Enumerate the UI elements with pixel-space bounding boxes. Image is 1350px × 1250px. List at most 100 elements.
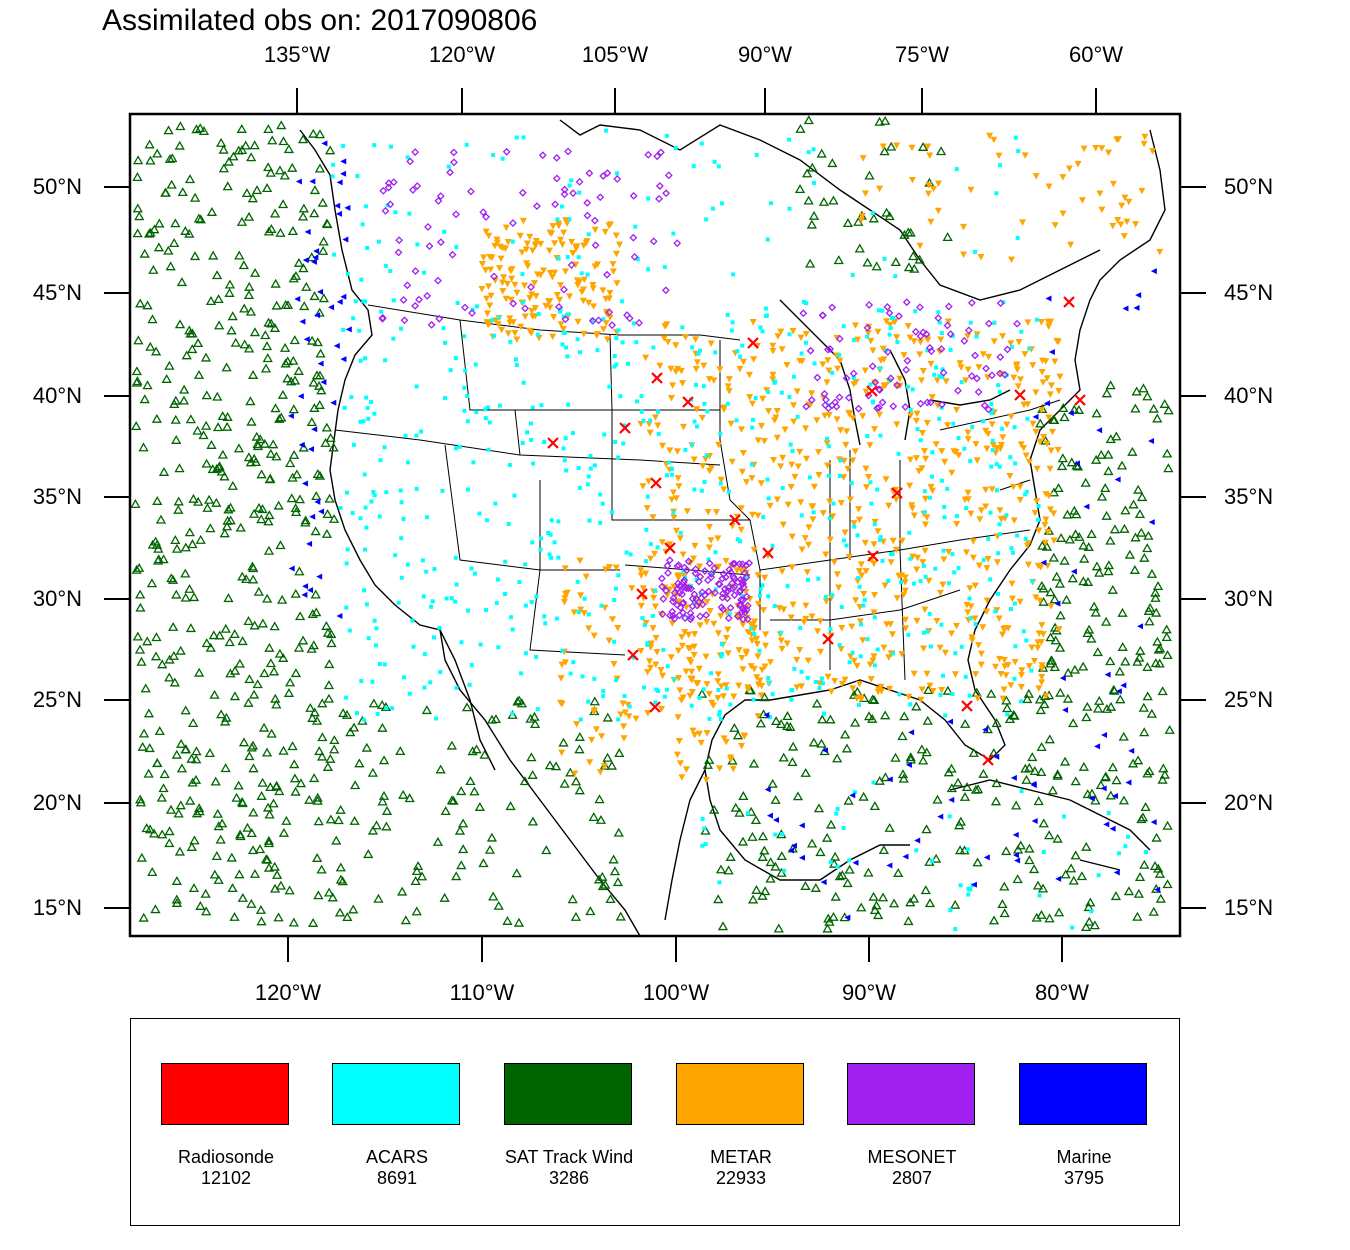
square-marker	[399, 536, 404, 541]
square-marker	[612, 639, 617, 644]
square-marker	[812, 361, 817, 366]
triangle-marker	[208, 250, 219, 260]
down-triangle-marker	[1038, 357, 1046, 365]
diamond-marker	[594, 316, 603, 325]
triangle-marker	[290, 503, 301, 513]
triangle-marker	[1024, 855, 1035, 865]
down-triangle-marker	[1054, 338, 1062, 346]
triangle-marker	[262, 353, 273, 363]
triangle-marker	[229, 665, 241, 675]
square-marker	[795, 414, 800, 419]
square-marker	[428, 604, 433, 609]
diamond-marker	[743, 601, 752, 610]
triangle-marker	[782, 721, 793, 730]
triangle-marker	[770, 716, 782, 726]
triangle-marker	[133, 335, 144, 345]
square-marker	[948, 347, 953, 352]
diamond-marker	[875, 403, 883, 412]
triangle-marker	[256, 790, 267, 800]
square-marker	[613, 439, 618, 444]
triangle-marker	[1091, 561, 1103, 571]
down-triangle-marker	[558, 749, 566, 757]
diamond-marker	[406, 157, 415, 166]
triangle-marker	[143, 708, 155, 718]
down-triangle-marker	[605, 564, 613, 571]
down-triangle-marker	[1014, 383, 1022, 390]
down-triangle-marker	[750, 546, 758, 554]
down-triangle-marker	[822, 598, 830, 605]
down-triangle-marker	[877, 357, 885, 365]
triangle-marker	[1055, 687, 1066, 697]
down-triangle-marker	[762, 642, 770, 650]
left-tick-label: 15°N	[32, 895, 82, 920]
triangle-marker	[1110, 891, 1122, 901]
down-triangle-marker	[577, 592, 585, 599]
diamond-marker	[730, 559, 739, 568]
square-marker	[369, 499, 374, 504]
square-marker	[862, 597, 867, 602]
square-marker	[554, 616, 559, 621]
triangle-marker	[484, 844, 496, 854]
down-triangle-marker	[881, 582, 889, 590]
triangle-marker	[208, 630, 219, 640]
triangle-marker	[201, 390, 212, 400]
triangle-marker	[265, 167, 276, 177]
down-triangle-marker	[712, 509, 720, 516]
triangle-marker	[377, 722, 388, 732]
triangle-marker	[318, 236, 329, 246]
square-marker	[816, 576, 821, 581]
down-triangle-marker	[739, 358, 747, 366]
down-triangle-marker	[1048, 428, 1056, 436]
down-triangle-marker	[866, 661, 874, 669]
down-triangle-marker	[874, 328, 882, 336]
square-marker	[799, 513, 804, 518]
square-marker	[703, 842, 708, 847]
down-triangle-marker	[685, 631, 693, 639]
square-marker	[664, 133, 669, 138]
left-triangle-marker	[330, 399, 337, 406]
square-marker	[805, 675, 810, 680]
diamond-marker	[939, 368, 948, 377]
left-triangle-marker	[340, 170, 347, 177]
down-triangle-marker	[1038, 406, 1046, 414]
triangle-marker	[908, 893, 920, 903]
left-triangle-marker	[302, 583, 309, 590]
down-triangle-marker	[1051, 222, 1059, 229]
down-triangle-marker	[580, 286, 588, 293]
triangle-marker	[151, 632, 162, 642]
left-triangle-marker	[288, 565, 295, 572]
triangle-marker	[1082, 789, 1093, 799]
down-triangle-marker	[1038, 368, 1046, 376]
left-triangle-marker	[1045, 295, 1052, 302]
down-triangle-marker	[893, 142, 901, 149]
square-marker	[968, 459, 973, 464]
triangle-marker	[1158, 763, 1169, 773]
down-triangle-marker	[561, 268, 569, 275]
triangle-marker	[361, 742, 372, 752]
triangle-marker	[1012, 874, 1023, 884]
triangle-marker	[247, 193, 258, 203]
square-marker	[718, 481, 723, 486]
square-marker	[595, 348, 600, 353]
down-triangle-marker	[793, 388, 801, 395]
down-triangle-marker	[870, 609, 878, 616]
square-marker	[616, 717, 621, 722]
diamond-marker	[738, 577, 747, 585]
square-marker	[564, 468, 569, 473]
diamond-marker	[691, 565, 700, 574]
down-triangle-marker	[676, 687, 684, 694]
triangle-marker	[815, 847, 826, 857]
top-tick-label: 90°W	[737, 42, 793, 67]
square-marker	[750, 425, 755, 430]
left-triangle-marker	[908, 729, 915, 736]
diamond-marker	[820, 390, 829, 398]
down-triangle-marker	[913, 410, 921, 418]
triangle-marker	[146, 578, 158, 588]
left-triangle-marker	[902, 853, 909, 860]
diamond-marker	[743, 615, 752, 623]
triangle-marker	[267, 135, 278, 145]
square-marker	[951, 421, 956, 426]
square-marker	[1023, 537, 1028, 542]
square-marker	[462, 334, 467, 339]
square-marker	[942, 504, 947, 509]
